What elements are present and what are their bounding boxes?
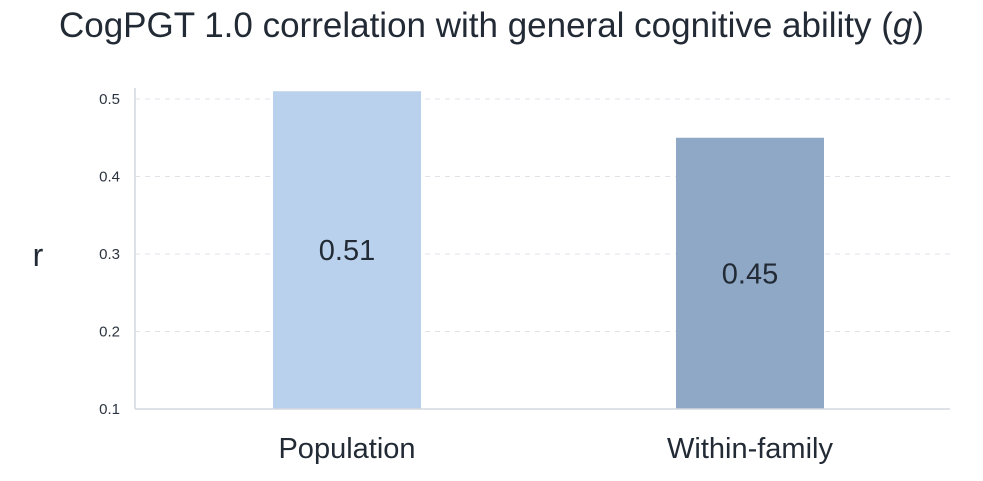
bar [273,91,421,409]
y-tick-label: 0.2 [99,324,120,341]
y-tick-label: 0.1 [99,401,120,418]
chart-title-variable: g [892,6,913,45]
bars [273,91,824,409]
gridlines [135,98,950,332]
chart-title-main: CogPGT 1.0 correlation with general cogn… [58,6,893,45]
data-label: 0.45 [722,258,778,290]
data-labels: 0.51 0.45 [319,235,778,290]
bar [676,137,824,409]
data-label: 0.51 [319,235,375,267]
x-tick-label: Within-family [667,433,833,465]
y-tick-labels: 0.1 0.2 0.3 0.4 0.5 [99,91,120,418]
chart-title: CogPGT 1.0 correlation with general cogn… [0,4,983,48]
x-category-labels: Population Within-family [278,433,833,465]
y-tick-label: 0.5 [99,91,120,108]
x-tick-label: Population [278,433,415,465]
chart-title-end: ) [912,6,925,45]
y-axis-label: r [33,237,44,273]
y-tick-label: 0.3 [99,246,120,263]
y-tick-label: 0.4 [99,169,120,186]
